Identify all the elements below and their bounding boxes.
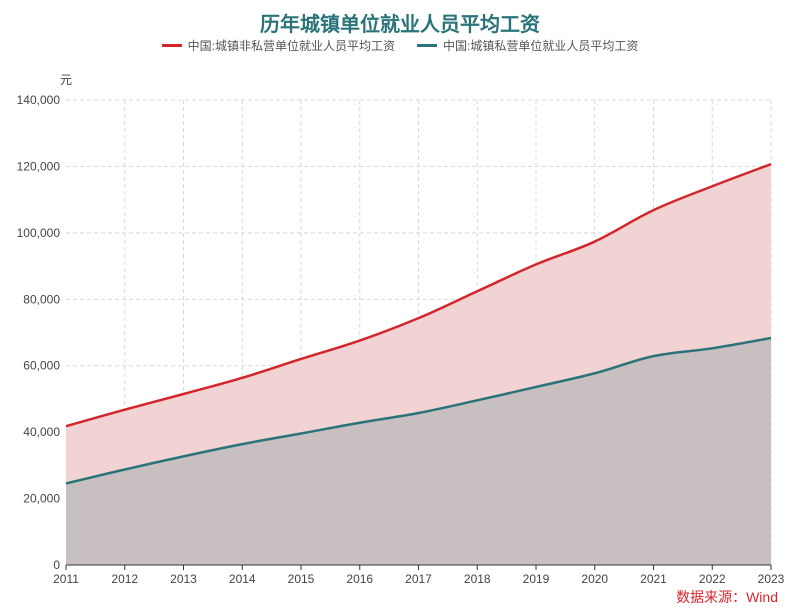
y-tick-label: 80,000	[23, 292, 60, 306]
data-source: 数据来源：Wind	[676, 589, 778, 605]
y-tick-label: 140,000	[17, 93, 61, 107]
legend-item-private[interactable]: 中国:城镇私营单位就业人员平均工资	[417, 37, 638, 54]
area-fill-series-1	[66, 338, 771, 565]
legend-swatch	[417, 44, 437, 47]
legend-swatch	[161, 44, 182, 47]
x-tick-label: 2018	[464, 572, 491, 586]
legend: 中国:城镇非私营单位就业人员平均工资 中国:城镇私营单位就业人员平均工资	[0, 37, 800, 54]
x-tick-label: 2011	[53, 572, 79, 586]
y-tick-label: 120,000	[17, 159, 61, 173]
x-tick-label: 2015	[288, 572, 315, 586]
legend-label: 中国:城镇私营单位就业人员平均工资	[443, 39, 639, 53]
legend-label: 中国:城镇非私营单位就业人员平均工资	[187, 39, 395, 53]
chart-title: 历年城镇单位就业人员平均工资	[260, 14, 540, 36]
x-tick-label: 2020	[581, 572, 608, 586]
x-tick-label: 2023	[758, 572, 785, 586]
y-tick-label: 60,000	[23, 359, 60, 373]
x-tick-label: 2022	[699, 572, 726, 586]
x-tick-label: 2017	[405, 572, 432, 586]
legend-item-non-private[interactable]: 中国:城镇非私营单位就业人员平均工资	[161, 37, 395, 54]
x-tick-label: 2016	[346, 572, 373, 586]
y-axis-label: 元	[60, 73, 72, 87]
x-tick-label: 2021	[640, 572, 667, 586]
y-tick-label: 40,000	[23, 425, 60, 439]
x-tick-label: 2014	[229, 572, 256, 586]
x-tick-label: 2012	[111, 572, 138, 586]
x-tick-label: 2013	[170, 572, 197, 586]
y-tick-label: 0	[53, 558, 60, 572]
y-tick-label: 100,000	[17, 226, 61, 240]
x-tick-label: 2019	[523, 572, 550, 586]
y-tick-label: 20,000	[23, 492, 60, 506]
